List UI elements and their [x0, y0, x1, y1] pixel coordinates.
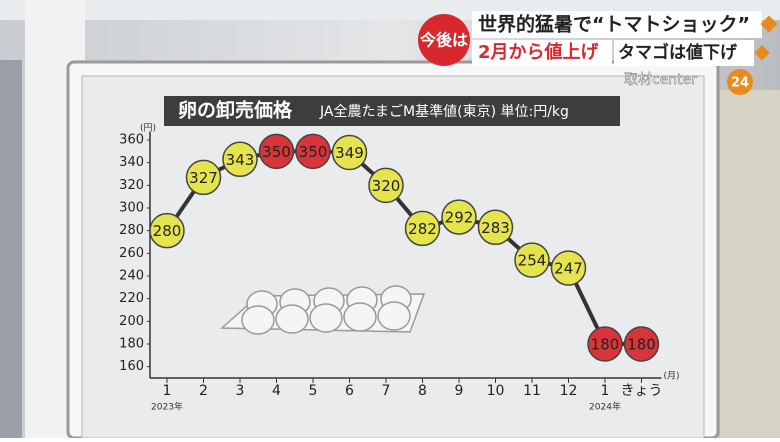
y-tick-label: 300 [119, 201, 144, 216]
y-unit: (円) [140, 123, 156, 134]
diamond [760, 15, 778, 33]
y-tick-label: 200 [119, 314, 144, 329]
x-tick-label: 5 [309, 383, 318, 399]
badge-circle [418, 14, 470, 66]
point [331, 134, 368, 171]
data-label: 280 [153, 222, 182, 240]
x-tick-label: 9 [455, 383, 464, 399]
point [185, 159, 222, 196]
y-tick-label: 220 [119, 291, 144, 306]
data-label: 282 [408, 220, 437, 238]
year-label: 2023年 [151, 401, 183, 413]
y-tick-label: 240 [119, 269, 144, 284]
data-label: 247 [554, 260, 583, 278]
data-label: 327 [189, 169, 218, 187]
point [404, 210, 441, 247]
logo: 取材center [624, 72, 697, 88]
chart-subtitle: JA全農たまごM基準値(東京) 単位:円/kg [319, 103, 569, 120]
point [258, 133, 295, 170]
y-tick-label: 280 [119, 223, 144, 238]
y-tick-label: 340 [119, 155, 144, 170]
data-label: 350 [299, 143, 328, 161]
point [623, 326, 660, 362]
data-label: 180 [627, 336, 656, 354]
chart-title: 卵の卸売価格 [178, 99, 293, 122]
data-label: 350 [262, 143, 291, 161]
wall-right [720, 90, 780, 438]
data-label: 343 [226, 151, 255, 169]
y-tick-label: 360 [119, 133, 144, 148]
headline-box [614, 40, 754, 66]
point [368, 167, 404, 204]
logo-number: 24 [731, 76, 749, 91]
headline: 2月から値上げ [478, 41, 600, 63]
headline: 世界的猛暑で“トマトショック” [478, 13, 750, 36]
point [441, 199, 477, 235]
x-tick-label: 2 [199, 383, 208, 399]
x-tick-label: 4 [272, 383, 281, 399]
data-label: 180 [591, 336, 620, 354]
x-tick-label: きょう [621, 383, 663, 399]
badge: 今後は [419, 31, 468, 50]
x-tick-label: 10 [487, 383, 505, 399]
point [514, 242, 550, 278]
x-tick-label: 6 [345, 383, 354, 399]
headline-box [472, 40, 612, 66]
title-bar [164, 96, 620, 126]
point [222, 141, 258, 178]
y-tick-label: 320 [119, 178, 144, 193]
data-label: 283 [481, 219, 510, 237]
x-tick-label: 3 [236, 383, 245, 399]
egg-tray [220, 285, 426, 335]
y-tick-label: 180 [119, 337, 144, 352]
point [149, 212, 185, 249]
x-tick-label: 1 [601, 383, 610, 399]
headline-box [472, 11, 762, 38]
logo-circle [727, 69, 753, 95]
x-unit: (月) [664, 371, 680, 382]
x-tick-label: 7 [382, 383, 391, 399]
point [477, 209, 514, 246]
data-label: 254 [518, 252, 547, 270]
wall-left [0, 60, 22, 438]
x-tick-label: 1 [163, 383, 172, 399]
x-tick-label: 12 [560, 383, 578, 399]
data-label: 349 [335, 144, 364, 162]
data-label: 292 [445, 209, 474, 227]
data-label: 320 [372, 177, 401, 195]
x-tick-label: 8 [418, 383, 427, 399]
board-inner [81, 75, 705, 439]
y-tick-label: 260 [119, 246, 144, 261]
point [550, 250, 587, 286]
headline: タマゴは値下げ [618, 42, 738, 63]
y-tick-label: 160 [119, 359, 144, 374]
point [587, 326, 623, 362]
x-tick-label: 11 [523, 383, 541, 399]
year-label: 2024年 [589, 401, 621, 413]
point [295, 133, 331, 170]
